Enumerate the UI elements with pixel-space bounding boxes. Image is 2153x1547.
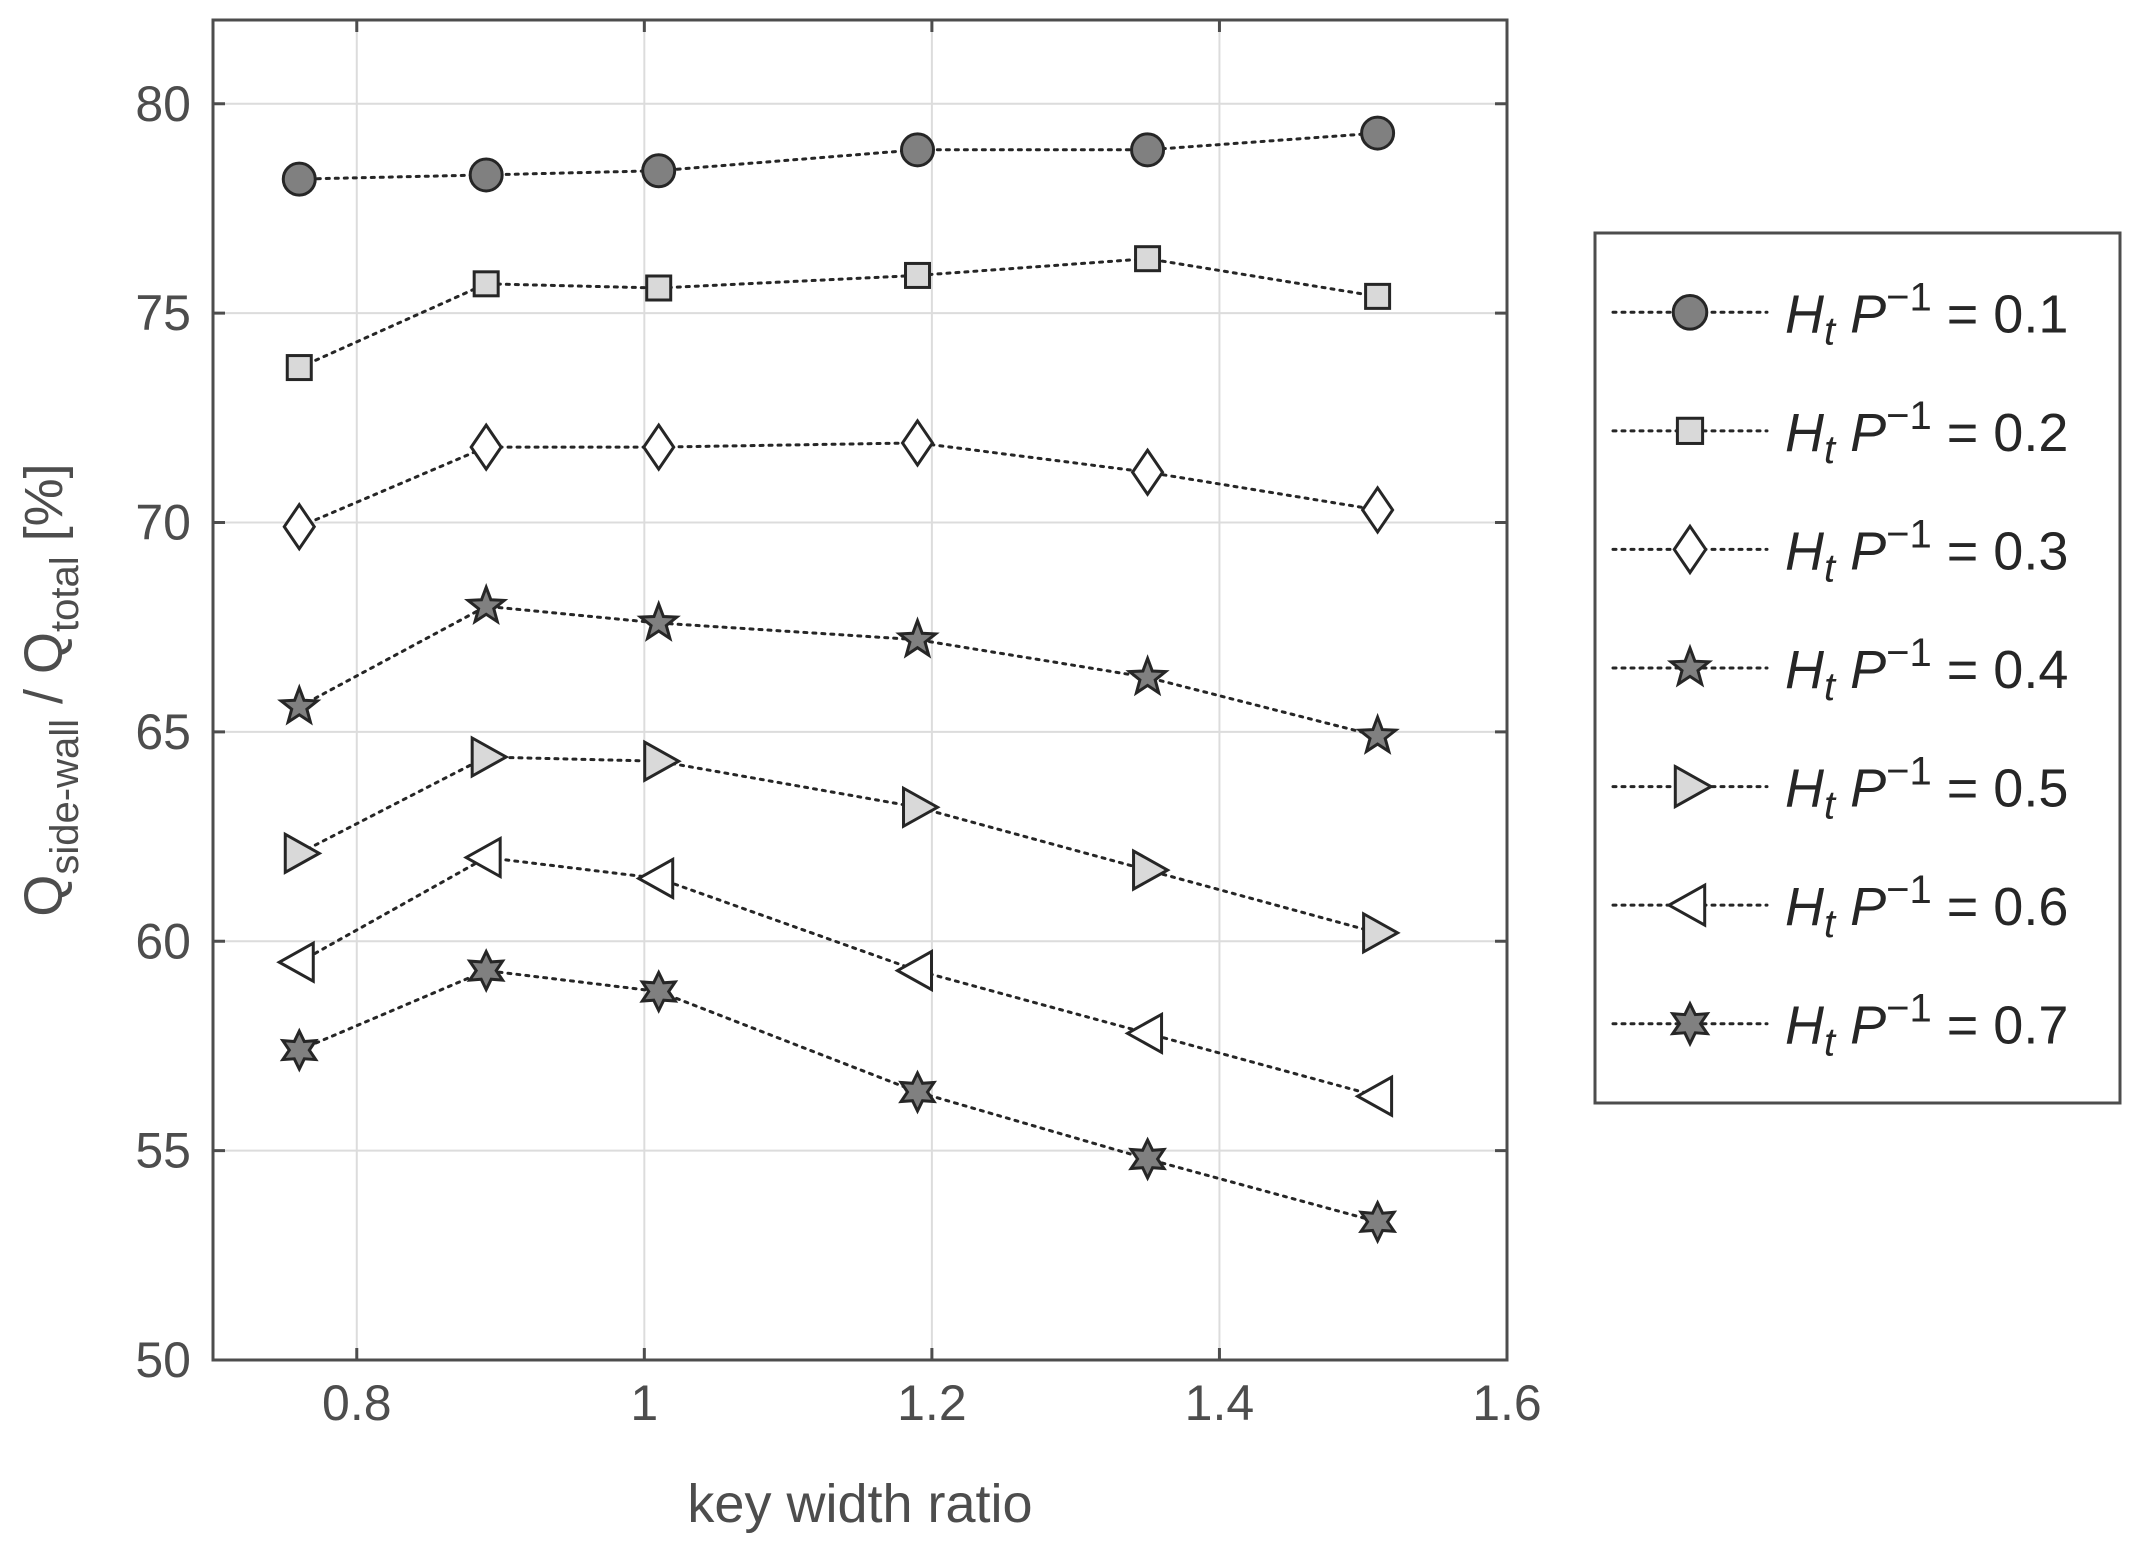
data-point bbox=[283, 831, 323, 875]
y-tick-label: 70 bbox=[135, 495, 191, 551]
data-point bbox=[285, 354, 313, 382]
legend-label: Ht P−1 = 0.6 bbox=[1785, 868, 2068, 946]
legend-item: Ht P−1 = 0.3 bbox=[1611, 512, 2068, 590]
legend-item: Ht P−1 = 0.4 bbox=[1611, 631, 2068, 709]
legend-label: Ht P−1 = 0.1 bbox=[1785, 275, 2068, 353]
x-tick-label: 1.6 bbox=[1472, 1375, 1542, 1431]
legend-item: Ht P−1 = 0.6 bbox=[1611, 868, 2068, 946]
data-point bbox=[636, 599, 681, 642]
legend: Ht P−1 = 0.1 Ht P−1 = 0.2 Ht P−1 = 0.3 Ht P… bbox=[1593, 231, 2122, 1105]
plot-frame bbox=[211, 18, 1509, 1362]
y-tick-label: 60 bbox=[135, 913, 191, 969]
data-point bbox=[466, 948, 506, 994]
series-7 bbox=[279, 948, 1398, 1245]
y-tick-label: 65 bbox=[135, 704, 191, 760]
legend-label: Ht P−1 = 0.7 bbox=[1785, 987, 2068, 1065]
data-point bbox=[470, 735, 510, 779]
data-point bbox=[1360, 485, 1395, 535]
axis-ticks: 0.8 1 1.2 1.4 1.6 50 55 60 65 70 75 80 bbox=[135, 20, 1542, 1431]
data-point bbox=[895, 616, 940, 659]
y-tick-label: 80 bbox=[135, 76, 191, 132]
data-point bbox=[1358, 1199, 1398, 1245]
legend-marker bbox=[1675, 416, 1705, 445]
data-point bbox=[1130, 132, 1166, 168]
x-tick-label: 0.8 bbox=[322, 1375, 392, 1431]
data-point bbox=[1364, 282, 1392, 310]
data-point bbox=[1130, 447, 1165, 497]
legend-item: Ht P−1 = 0.7 bbox=[1611, 987, 2068, 1065]
series-line bbox=[297, 604, 1380, 738]
series-line bbox=[297, 257, 1380, 370]
series-1 bbox=[281, 115, 1396, 197]
data-point bbox=[635, 856, 675, 900]
legend-box bbox=[1593, 231, 2122, 1105]
legend-item: Ht P−1 = 0.1 bbox=[1611, 275, 2068, 353]
data-point bbox=[468, 157, 504, 193]
grid-lines bbox=[213, 20, 1507, 1360]
data-point bbox=[639, 969, 679, 1014]
data-point bbox=[281, 161, 317, 197]
data-point bbox=[1124, 1011, 1164, 1055]
legend-marker bbox=[1672, 523, 1708, 576]
data-point bbox=[1355, 712, 1400, 755]
legend-label: Ht P−1 = 0.3 bbox=[1785, 512, 2068, 590]
data-point bbox=[463, 835, 502, 880]
legend-marker bbox=[1673, 764, 1715, 810]
data-point bbox=[469, 422, 503, 472]
series-6 bbox=[276, 835, 1394, 1118]
data-point bbox=[641, 153, 677, 189]
data-point bbox=[900, 418, 935, 468]
data-point bbox=[643, 739, 682, 783]
legend-marker bbox=[1671, 293, 1709, 331]
series-3 bbox=[282, 418, 1395, 552]
legend-item: Ht P−1 = 0.2 bbox=[1611, 394, 2068, 472]
data-point bbox=[898, 1069, 937, 1115]
data-point bbox=[472, 270, 500, 298]
data-point bbox=[1134, 245, 1162, 273]
data-point bbox=[1360, 115, 1396, 151]
x-tick-label: 1.4 bbox=[1185, 1375, 1255, 1431]
series-line bbox=[297, 441, 1380, 529]
series-group bbox=[276, 115, 1401, 1245]
data-point bbox=[645, 274, 673, 302]
legend-label: Ht P−1 = 0.5 bbox=[1785, 750, 2068, 828]
x-tick-label: 1 bbox=[630, 1375, 658, 1431]
data-point bbox=[464, 583, 509, 626]
data-point bbox=[277, 683, 322, 726]
legend-label: Ht P−1 = 0.2 bbox=[1785, 394, 2068, 472]
data-point bbox=[904, 261, 932, 289]
legend-item: Ht P−1 = 0.5 bbox=[1611, 750, 2068, 828]
data-point bbox=[1128, 1136, 1167, 1182]
data-point bbox=[279, 1027, 319, 1073]
data-point bbox=[641, 422, 676, 472]
series-4 bbox=[277, 583, 1400, 755]
series-line bbox=[297, 131, 1380, 181]
legend-marker bbox=[1666, 643, 1714, 688]
y-axis-label: Qside-wall / Qtotal [%] bbox=[14, 463, 87, 916]
legend-label: Ht P−1 = 0.4 bbox=[1785, 631, 2068, 709]
series-line bbox=[297, 855, 1380, 1098]
data-point bbox=[276, 940, 315, 984]
data-point bbox=[1362, 911, 1401, 955]
y-tick-label: 55 bbox=[135, 1123, 191, 1179]
data-point bbox=[900, 132, 936, 168]
x-axis-label: key width ratio bbox=[687, 1474, 1032, 1534]
series-2 bbox=[285, 245, 1392, 382]
series-line bbox=[297, 969, 1380, 1224]
data-point bbox=[1354, 1074, 1394, 1118]
data-point bbox=[1132, 848, 1171, 892]
data-point bbox=[282, 502, 317, 552]
legend-marker bbox=[1665, 882, 1707, 928]
data-point bbox=[902, 785, 941, 829]
series-5 bbox=[283, 735, 1401, 955]
data-point bbox=[1125, 654, 1170, 697]
y-tick-label: 75 bbox=[135, 285, 191, 341]
y-tick-label: 50 bbox=[135, 1332, 191, 1388]
x-tick-label: 1.2 bbox=[897, 1375, 967, 1431]
data-point bbox=[894, 949, 934, 993]
series-line bbox=[297, 755, 1380, 935]
legend-marker bbox=[1669, 1000, 1711, 1048]
